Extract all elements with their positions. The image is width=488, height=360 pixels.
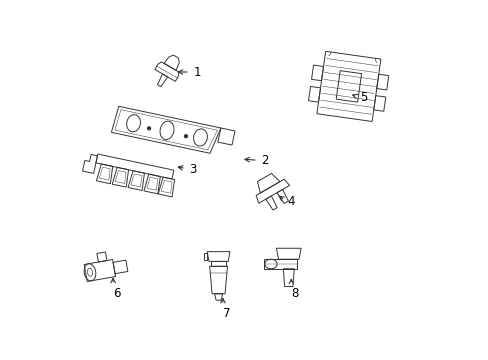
- Text: 4: 4: [287, 195, 295, 208]
- Text: 2: 2: [260, 154, 267, 167]
- Circle shape: [146, 126, 151, 131]
- Circle shape: [183, 134, 188, 138]
- Text: 8: 8: [291, 287, 298, 300]
- Text: 6: 6: [113, 287, 121, 300]
- Text: 5: 5: [359, 91, 366, 104]
- Text: 3: 3: [188, 163, 196, 176]
- Text: 1: 1: [194, 66, 201, 78]
- Text: 7: 7: [223, 307, 230, 320]
